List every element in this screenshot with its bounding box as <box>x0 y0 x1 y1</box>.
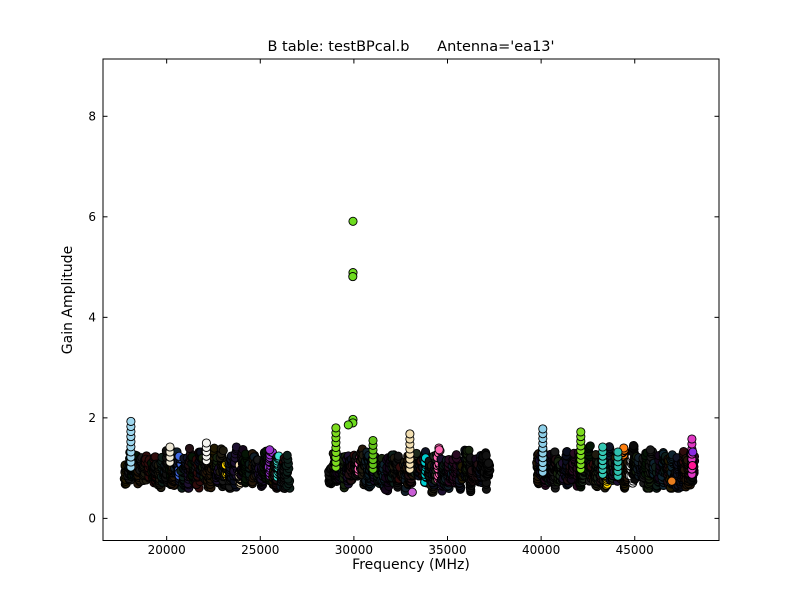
data-point <box>368 435 378 446</box>
y-axis-label: Gain Amplitude <box>60 246 76 354</box>
data-point <box>645 445 655 455</box>
x-tick-label: 20000 <box>148 543 186 557</box>
data-point <box>576 427 586 437</box>
data-point <box>405 429 415 439</box>
y-tick-label: 4 <box>88 310 96 324</box>
data-point <box>451 450 461 460</box>
y-tick-label: 0 <box>88 511 96 525</box>
data-point <box>201 438 211 448</box>
x-tick-label: 35000 <box>428 543 466 557</box>
data-point <box>348 272 358 282</box>
data-point <box>550 447 560 457</box>
data-point <box>464 445 474 455</box>
scatter-points-layer <box>119 216 700 497</box>
data-point <box>331 423 341 433</box>
data-point <box>481 450 491 460</box>
data-point <box>687 461 697 471</box>
y-tick-label: 8 <box>88 109 96 123</box>
y-tick-label: 2 <box>88 411 96 425</box>
y-tick-label: 6 <box>88 210 96 224</box>
data-point <box>598 442 608 452</box>
data-point <box>407 487 417 497</box>
x-axis-label: Frequency (MHz) <box>352 557 470 573</box>
data-point <box>165 442 175 452</box>
data-point <box>434 445 444 455</box>
x-tick-label: 30000 <box>335 543 373 557</box>
data-point <box>687 434 697 444</box>
data-point <box>126 416 136 426</box>
data-point <box>667 476 677 486</box>
data-point <box>348 216 358 226</box>
data-point <box>538 424 548 434</box>
data-point <box>282 450 292 460</box>
data-point <box>184 443 195 453</box>
plot-border <box>102 58 720 541</box>
plot-title: B table: testBPcal.b Antenna='ea13' <box>267 39 554 55</box>
data-point <box>585 441 595 451</box>
data-point <box>613 447 623 457</box>
axes-layer: 20000 25000 30000 35000 40000 45000 0 2 4 6 8 <box>88 58 720 557</box>
x-tick-label: 40000 <box>522 543 560 557</box>
x-tick-label: 25000 <box>241 543 279 557</box>
data-point <box>393 451 403 461</box>
data-point <box>688 447 698 457</box>
data-point <box>483 458 493 468</box>
data-point <box>265 445 275 455</box>
data-point <box>218 445 228 456</box>
x-tick-label: 45000 <box>616 543 654 557</box>
data-point <box>343 420 353 430</box>
data-point <box>628 440 639 451</box>
